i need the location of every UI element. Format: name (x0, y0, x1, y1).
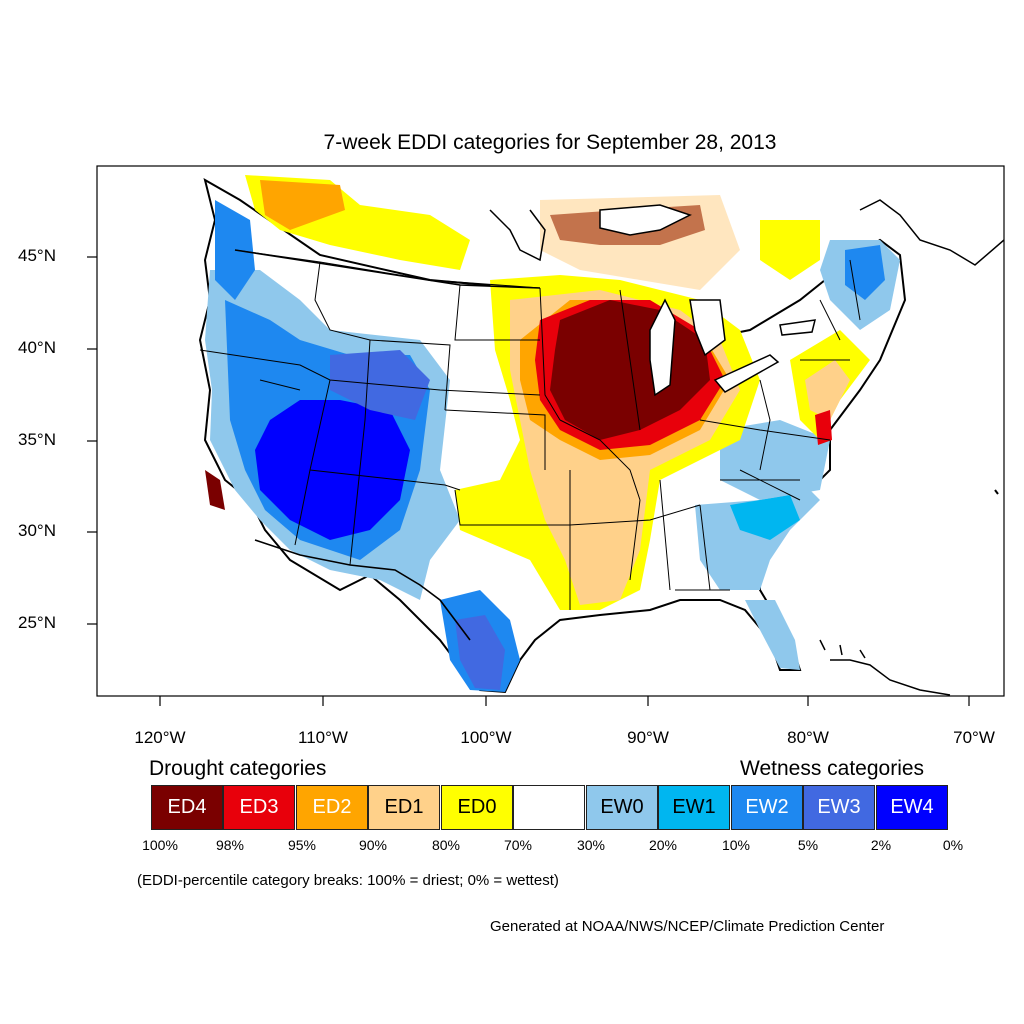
swatch-label: ED0 (457, 796, 497, 818)
caribbean-islands (830, 659, 951, 696)
map-frame (96, 165, 1005, 697)
break-label: 98% (215, 837, 245, 853)
swatch-label: ED2 (312, 796, 352, 818)
break-label: 90% (358, 837, 388, 853)
swatch-ew2: EW2 (731, 785, 803, 830)
swatch-label: EW4 (890, 796, 934, 818)
wet-region-new-england-ew2 (845, 245, 885, 300)
wet-region-texas-core (455, 615, 505, 690)
swatch-label: ED1 (384, 796, 424, 818)
drought-heading: Drought categories (149, 757, 327, 780)
lat-label-40: 40°N (18, 338, 56, 357)
dry-region-east-ed0 (760, 220, 820, 280)
lake-huron (689, 299, 726, 357)
break-label: 95% (287, 837, 317, 853)
wet-region-florida (745, 600, 800, 670)
wet-region-southeast-ew1 (730, 495, 800, 540)
break-label: 80% (431, 837, 461, 853)
lake-erie (713, 354, 780, 393)
dry-region-ca-coast (205, 470, 225, 510)
dry-region-canada-ed2 (260, 180, 345, 230)
lon-label-110w: 110°W (298, 728, 348, 747)
swatch-ed2: ED2 (296, 785, 368, 830)
dry-region-mid-atlantic-ed1 (805, 360, 850, 420)
hudson-coast (489, 209, 546, 262)
lon-label-100w: 100°W (460, 728, 512, 747)
lon-ticks (159, 696, 970, 706)
lat-ticks (87, 256, 97, 625)
swatch-ew3: EW3 (803, 785, 875, 830)
swatch-ed0: ED0 (441, 785, 513, 830)
lon-label-70w: 70°W (953, 728, 995, 747)
swatch-label: EW1 (672, 796, 716, 818)
break-label: 70% (503, 837, 533, 853)
lake-ontario (779, 319, 816, 336)
bahamas (819, 639, 866, 659)
credit-line: Generated at NOAA/NWS/NCEP/Climate Predi… (490, 918, 885, 935)
quebec-coast (859, 199, 1004, 266)
wetness-heading: Wetness categories (740, 757, 925, 780)
swatch-label: EW3 (817, 796, 861, 818)
break-label: 2% (870, 837, 892, 853)
dry-region-lake-superior-ed1 (540, 195, 740, 290)
lon-label-90w: 90°W (627, 728, 669, 747)
swatch-label: EW2 (745, 796, 789, 818)
swatch-ed3: ED3 (223, 785, 295, 830)
lat-label-35: 35°N (18, 430, 56, 449)
map-title: 7-week EDDI categories for September 28,… (323, 131, 777, 154)
swatch-label: ED3 (239, 796, 279, 818)
lat-label-45: 45°N (18, 246, 56, 265)
swatch-ed1: ED1 (368, 785, 440, 830)
lat-label-25: 25°N (18, 613, 56, 632)
percentile-note: (EDDI-percentile category breaks: 100% =… (137, 872, 559, 889)
lake-superior (599, 204, 692, 236)
break-label: 0% (942, 837, 964, 853)
swatch-neutral (513, 785, 585, 830)
dry-region-chesapeake-ed3 (815, 410, 832, 445)
swatch-ew0: EW0 (586, 785, 658, 830)
break-label: 100% (142, 837, 178, 853)
bermuda (994, 489, 999, 495)
lat-label-30: 30°N (18, 521, 56, 540)
swatch-ed4: ED4 (151, 785, 223, 830)
lake-michigan (649, 298, 676, 397)
break-label: 20% (648, 837, 678, 853)
lon-label-80w: 80°W (787, 728, 829, 747)
break-label: 5% (797, 837, 819, 853)
mexico-border (254, 539, 471, 641)
break-label: 10% (721, 837, 751, 853)
swatch-ew1: EW1 (658, 785, 730, 830)
break-label: 30% (576, 837, 606, 853)
swatch-ew4: EW4 (876, 785, 948, 830)
wet-region-west-core (255, 400, 410, 540)
swatch-label: ED4 (167, 796, 207, 818)
state-boundaries (199, 249, 861, 610)
lon-label-120w: 120°W (134, 728, 186, 747)
swatch-label: EW0 (600, 796, 644, 818)
canada-border (234, 249, 541, 289)
